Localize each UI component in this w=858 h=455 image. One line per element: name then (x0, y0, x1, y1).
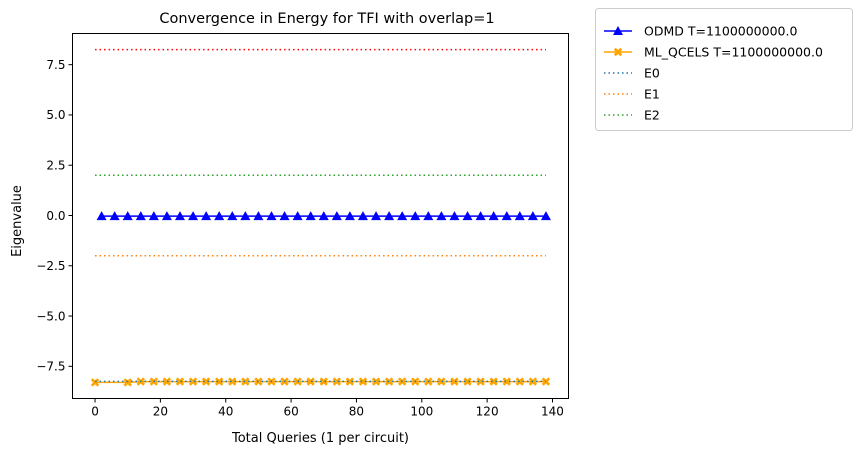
x-tick-label: 80 (349, 405, 364, 419)
data-point (462, 211, 473, 221)
data-point (410, 211, 421, 221)
data-point (305, 211, 316, 221)
legend-item: ODMD T=1100000000.0 (604, 24, 797, 39)
legend-label: ODMD T=1100000000.0 (644, 24, 797, 39)
data-point (541, 377, 551, 386)
data-point (332, 377, 342, 386)
y-tick-label: 0.0 (46, 209, 65, 223)
legend-item: ML_QCELS T=1100000000.0 (604, 45, 823, 60)
x-tick-label: 140 (541, 405, 564, 419)
data-point (515, 377, 525, 386)
chart-title: Convergence in Energy for TFI with overl… (159, 11, 494, 27)
data-point (475, 211, 486, 221)
data-point (463, 377, 472, 386)
x-axis-label: Total Queries (1 per circuit) (231, 431, 409, 446)
data-point (489, 377, 498, 386)
data-point (241, 377, 250, 386)
legend-marker (613, 47, 623, 57)
y-tick-label: 2.5 (46, 159, 65, 173)
y-tick-label: 5.0 (46, 108, 65, 122)
x-tick-label: 0 (91, 405, 99, 419)
data-point (240, 211, 251, 221)
data-point (161, 211, 172, 221)
legend-label: E0 (644, 66, 660, 81)
data-point (384, 211, 395, 221)
data-point (306, 377, 315, 386)
data-point (188, 377, 198, 386)
data-point (514, 211, 525, 221)
data-point (527, 211, 538, 221)
series-odmd (96, 211, 551, 221)
legend-frame (595, 8, 853, 131)
data-point (228, 377, 237, 386)
data-point (319, 377, 328, 386)
data-point (253, 211, 264, 221)
data-point (279, 211, 290, 221)
data-point (358, 377, 368, 386)
data-point (331, 211, 342, 221)
legend: ODMD T=1100000000.0 ML_QCELS T=1100000000… (595, 8, 853, 131)
legend-item: E0 (604, 66, 660, 81)
y-tick-label: 7.5 (46, 58, 65, 72)
data-point (123, 378, 132, 387)
x-tick-label: 40 (218, 405, 233, 419)
data-point (357, 211, 368, 221)
data-point (371, 211, 382, 221)
data-point (502, 377, 511, 386)
data-point (188, 211, 199, 221)
data-point (501, 211, 512, 221)
legend-label: E1 (644, 87, 660, 102)
legend-marker (613, 26, 623, 35)
y-tick-label: −5.0 (36, 309, 65, 323)
data-point (384, 377, 394, 386)
legend-item: E1 (604, 87, 660, 102)
data-point (109, 211, 120, 221)
data-point (437, 377, 446, 386)
legend-item: E2 (604, 108, 660, 123)
x-axis: 0 20 40 60 80 100 120 140 (91, 398, 564, 419)
data-point (344, 211, 355, 221)
x-tick-label: 120 (476, 405, 499, 419)
data-point (135, 211, 146, 221)
data-point (90, 378, 100, 387)
y-tick-label: −7.5 (36, 360, 65, 374)
data-point (488, 211, 499, 221)
y-axis-label: Eigenvalue (10, 185, 25, 257)
data-point (476, 377, 485, 386)
data-point (449, 211, 460, 221)
data-point (175, 377, 185, 386)
x-tick-label: 100 (410, 405, 433, 419)
data-point (96, 211, 107, 221)
data-point (292, 211, 303, 221)
data-point (540, 211, 551, 221)
plot-area (90, 48, 551, 387)
data-point (450, 377, 459, 386)
data-point (318, 211, 329, 221)
data-point (174, 211, 185, 221)
legend-label: E2 (644, 108, 660, 123)
data-point (148, 211, 159, 221)
data-point (371, 377, 381, 386)
data-point (423, 211, 434, 221)
data-point (266, 211, 277, 221)
legend-label: ML_QCELS T=1100000000.0 (644, 45, 823, 60)
data-point (215, 377, 224, 386)
data-point (214, 211, 225, 221)
data-point (122, 211, 133, 221)
y-tick-label: −2.5 (36, 259, 65, 273)
data-point (397, 211, 408, 221)
data-point (436, 211, 447, 221)
x-tick-label: 20 (153, 405, 168, 419)
plot-frame (72, 33, 569, 399)
x-tick-label: 60 (283, 405, 298, 419)
data-point (227, 211, 238, 221)
data-point (201, 377, 211, 386)
y-axis: −7.5 −5.0 −2.5 0.0 2.5 5.0 7.5 (36, 58, 73, 374)
data-point (345, 377, 355, 386)
data-point (201, 211, 212, 221)
data-point (162, 377, 172, 386)
